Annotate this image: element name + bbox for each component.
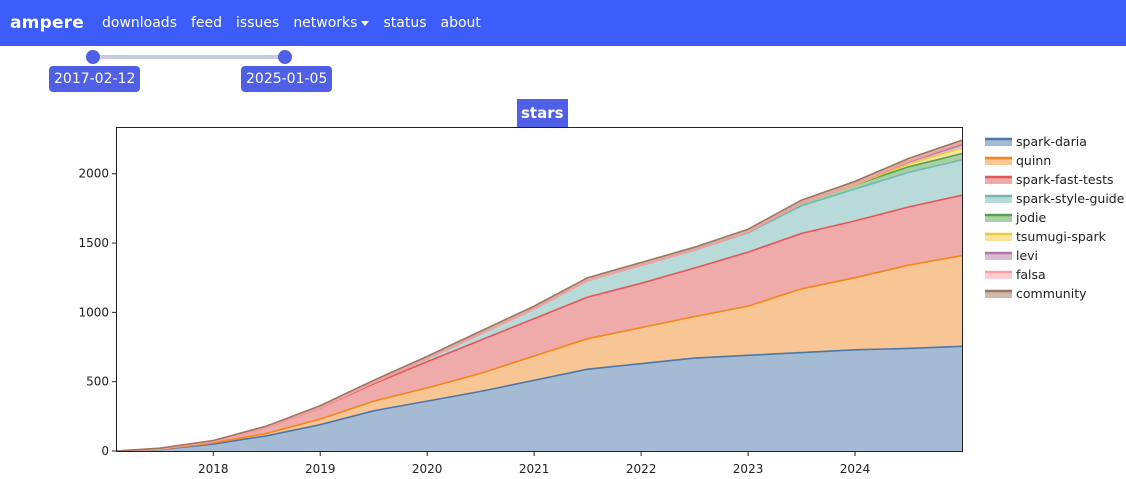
nav-issues[interactable]: issues — [236, 15, 280, 31]
axes-layer: 0 500 1000 1500 2000 2018 2019 2020 2021 2022 2023… — [78, 167, 870, 476]
legend-item-tsumugi-spark[interactable]: tsumugi-spark — [985, 229, 1107, 244]
line-falsa — [116, 142, 963, 452]
slider-start-label: 2017-02-12 — [49, 66, 141, 92]
line-quinn — [116, 254, 963, 452]
legend-label-tsumugi-spark: tsumugi-spark — [1016, 229, 1107, 244]
y-tick-label-2000: 2000 — [78, 167, 109, 181]
y-tick-label-1000: 1000 — [78, 305, 109, 319]
nav-feed[interactable]: feed — [191, 15, 223, 31]
nav-about[interactable]: about — [440, 15, 481, 31]
legend-label-levi: levi — [1016, 248, 1038, 263]
y-tick-label-0: 0 — [101, 444, 109, 458]
nav-networks-label: networks — [293, 15, 358, 31]
legend-swatch-quinn — [985, 157, 1012, 165]
legend-item-spark-daria[interactable]: spark-daria — [985, 134, 1087, 149]
legend-swatch-falsa — [985, 271, 1012, 279]
legend-swatch-community — [985, 290, 1012, 298]
legend-label-spark-style-guide: spark-style-guide — [1016, 191, 1125, 206]
legend-swatch-tsumugi-spark — [985, 233, 1012, 241]
legend-swatch-levi — [985, 252, 1012, 260]
legend-label-community: community — [1016, 286, 1087, 301]
legend-swatch-spark-daria — [985, 138, 1012, 146]
y-tick-label-1500: 1500 — [78, 236, 109, 250]
nav-networks-dropdown[interactable]: networks — [293, 15, 370, 31]
legend-item-spark-fast-tests[interactable]: spark-fast-tests — [985, 172, 1114, 187]
line-spark-daria — [116, 345, 963, 452]
slider-end-label: 2025-01-05 — [241, 66, 333, 92]
caret-down-icon — [361, 20, 370, 26]
nav-downloads[interactable]: downloads — [102, 15, 177, 31]
area-spark-style-guide — [117, 159, 962, 451]
brand-logo[interactable]: ampere — [10, 13, 84, 33]
legend-label-falsa: falsa — [1016, 267, 1046, 282]
y-tick-label-500: 500 — [86, 375, 109, 389]
x-tick-label-2020: 2020 — [412, 462, 443, 476]
slider-track[interactable] — [93, 55, 285, 59]
plot-frame — [116, 127, 963, 452]
legend-swatch-jodie — [985, 214, 1012, 222]
x-tick-label-2024: 2024 — [840, 462, 871, 476]
legend-item-community[interactable]: community — [985, 286, 1087, 301]
date-range-slider: 2017-02-12 2025-01-05 — [0, 46, 400, 96]
legend-label-spark-daria: spark-daria — [1016, 134, 1087, 149]
area-quinn — [117, 255, 962, 451]
legend-item-falsa[interactable]: falsa — [985, 267, 1046, 282]
slider-start-handle[interactable] — [86, 50, 100, 64]
lines-layer — [116, 139, 963, 452]
navbar: ampere downloads feed issues networks st… — [0, 0, 1126, 46]
legend-swatch-spark-fast-tests — [985, 176, 1012, 184]
legend-item-quinn[interactable]: quinn — [985, 153, 1051, 168]
line-community — [116, 139, 963, 452]
legend-label-quinn: quinn — [1016, 153, 1051, 168]
x-tick-label-2018: 2018 — [198, 462, 229, 476]
x-tick-label-2021: 2021 — [519, 462, 550, 476]
x-tick-label-2022: 2022 — [626, 462, 657, 476]
legend-item-jodie[interactable]: jodie — [985, 210, 1047, 225]
chart-title: stars — [517, 99, 568, 127]
areas-layer — [117, 140, 962, 451]
legend: spark-daria quinn spark-fast-tests spark-st… — [985, 134, 1125, 301]
slider-end-handle[interactable] — [278, 50, 292, 64]
area-spark-fast-tests — [117, 195, 962, 451]
legend-label-spark-fast-tests: spark-fast-tests — [1016, 172, 1114, 187]
legend-label-jodie: jodie — [1015, 210, 1047, 225]
nav-status[interactable]: status — [383, 15, 427, 31]
area-spark-daria — [117, 346, 962, 451]
legend-item-levi[interactable]: levi — [985, 248, 1038, 263]
x-tick-label-2023: 2023 — [733, 462, 764, 476]
legend-item-spark-style-guide[interactable]: spark-style-guide — [985, 191, 1125, 206]
legend-swatch-spark-style-guide — [985, 195, 1012, 203]
x-tick-label-2019: 2019 — [305, 462, 336, 476]
